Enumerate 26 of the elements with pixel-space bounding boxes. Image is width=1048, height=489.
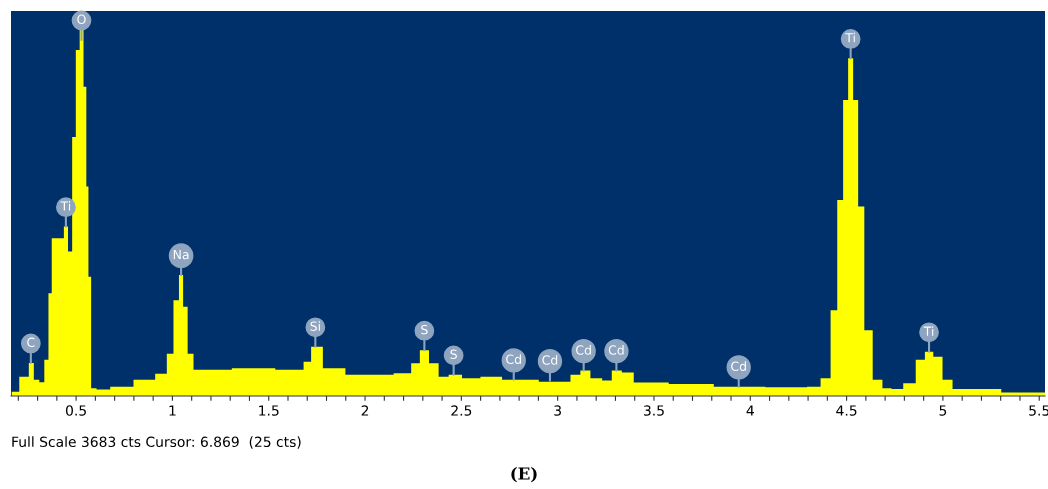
annotation: Si xyxy=(310,321,320,331)
annotation: Ti xyxy=(923,326,934,336)
x-tick-label: 4 xyxy=(746,405,754,416)
x-tick-label: 4.5 xyxy=(836,405,857,416)
x-tick-label: 3.5 xyxy=(643,405,664,416)
annotation: Ti xyxy=(60,201,71,211)
annotation: Cd xyxy=(608,345,624,355)
x-tick-label: 2.5 xyxy=(451,405,472,416)
x-tick-label: 1 xyxy=(169,405,176,416)
x-tick-label: 1.5 xyxy=(259,405,279,416)
annotation: C xyxy=(27,337,35,348)
x-tick-label: 5 xyxy=(939,405,947,416)
x-tick-label: 3 xyxy=(554,405,561,416)
annotation: Cd xyxy=(576,345,591,355)
annotation: S xyxy=(450,349,457,360)
annotation: Ti xyxy=(845,32,855,43)
text: Full Scale 3683 cts Cursor: 6.869 (25 cts) xyxy=(12,436,301,449)
annotation: Na xyxy=(173,250,189,260)
annotation: Cd xyxy=(731,361,746,371)
annotation: Cd xyxy=(542,355,558,365)
text: (E) xyxy=(511,466,537,483)
annotation: Cd xyxy=(506,354,521,365)
annotation: O xyxy=(77,14,86,25)
annotation: S xyxy=(421,324,428,335)
x-tick-label: 2 xyxy=(361,405,369,416)
x-tick-label: 0.5 xyxy=(65,405,86,416)
